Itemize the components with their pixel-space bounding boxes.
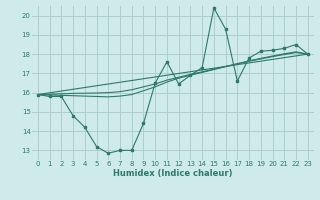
X-axis label: Humidex (Indice chaleur): Humidex (Indice chaleur)	[113, 169, 233, 178]
